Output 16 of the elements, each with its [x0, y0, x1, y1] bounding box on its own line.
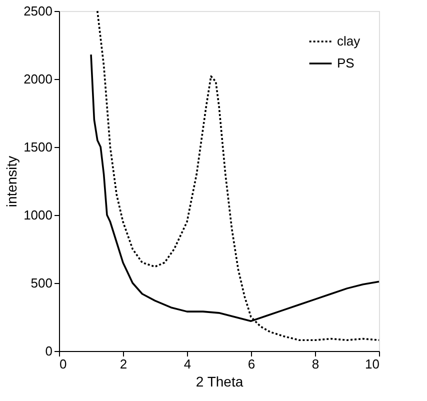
x-tick-label: 10 — [365, 356, 380, 372]
y-tick-label: 2500 — [24, 4, 52, 18]
x-axis-title: 2 Theta — [196, 374, 244, 390]
y-axis-title: intensity — [4, 156, 20, 208]
x-tick-label: 2 — [120, 356, 128, 372]
y-tick-label: 1000 — [24, 208, 52, 222]
y-tick-label: 500 — [30, 276, 52, 290]
y-tick-label: 1500 — [24, 140, 52, 154]
y-tick-label: 2000 — [24, 72, 52, 86]
x-tick-label: 6 — [248, 356, 256, 372]
x-tick-label: 4 — [184, 356, 192, 372]
y-tick-label: 0 — [45, 344, 52, 358]
legend-label: PS — [337, 56, 355, 70]
legend-label: clay — [337, 34, 361, 48]
x-tick-label: 8 — [312, 356, 320, 372]
x-tick-label: 0 — [60, 356, 67, 372]
